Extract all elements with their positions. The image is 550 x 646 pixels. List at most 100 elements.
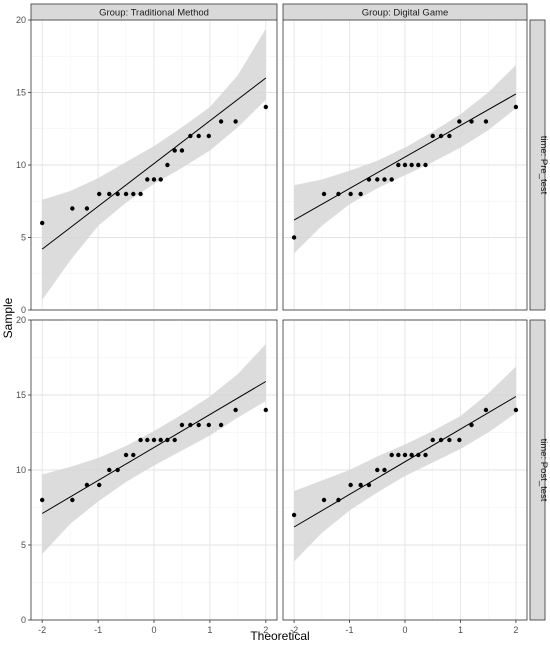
data-point [375,467,380,473]
data-point [123,191,129,197]
data-point [366,177,372,182]
data-point [39,220,45,226]
y-tick-label: 0 [21,615,26,625]
row-strip [529,19,546,311]
data-point [336,191,341,197]
data-point [469,422,474,428]
data-point [158,177,163,182]
data-point [263,407,269,413]
data-point [409,452,414,458]
column-strip-label: Group: Digital Game [362,8,449,19]
data-point [123,452,129,458]
x-tick-label: 0 [402,625,407,635]
y-axis-title: Sample [1,297,15,338]
y-tick-label: 5 [21,540,26,550]
data-point [70,497,75,503]
data-point [218,119,224,124]
row-strip-label: time: Post_test [538,439,549,502]
data-point [107,191,112,197]
data-point [165,437,170,443]
panel-border [282,19,528,311]
data-point [131,191,136,197]
data-point [131,452,136,458]
data-point [469,119,474,124]
data-point [206,422,211,428]
data-point [206,133,211,139]
facet-panel: -2 -1 0 1 2 [282,319,528,635]
data-point [291,512,297,518]
data-point [151,177,157,182]
y-tick-label: 0 [21,305,26,315]
facet-panel: 0 5 10 15 20 -2 -1 0 1 2 [16,315,278,635]
data-point [483,119,489,124]
x-tick-label: 2 [513,625,518,635]
x-tick-label: 2 [263,625,268,635]
data-point [196,133,201,139]
data-point [188,133,193,139]
data-point [375,177,380,182]
data-point [396,162,401,168]
data-point [348,482,353,488]
facet-grid: Group: Traditional Method Group: Digital … [16,3,549,635]
data-point [145,437,150,443]
data-point [165,162,170,168]
data-point [263,104,269,110]
data-point [438,133,444,139]
data-point [172,437,177,443]
data-point [39,497,45,503]
data-point [97,482,102,488]
data-point [179,148,185,153]
data-point [179,422,185,428]
data-point [447,437,452,443]
data-point [115,467,120,473]
data-point [416,162,421,168]
qq-reference-line [293,93,517,221]
x-tick-label: -2 [38,625,46,635]
data-point [188,422,193,428]
y-tick-label: 10 [16,465,26,475]
data-point [107,467,112,473]
y-tick-label: 15 [16,88,26,98]
data-point [430,133,435,139]
data-point [430,437,435,443]
x-tick-label: 1 [458,625,463,635]
data-point [138,437,143,443]
data-point [423,162,428,168]
qq-reference-line [41,381,267,514]
data-point [513,104,519,110]
data-point [366,482,372,488]
data-point [348,191,353,197]
y-tick-label: 15 [16,390,26,400]
data-point [115,191,120,197]
x-tick-label: 0 [151,625,156,635]
data-point [382,177,387,182]
data-point [389,177,394,182]
data-point [138,191,143,197]
confidence-band [294,366,516,562]
facet-panel: 0 5 10 15 20 [16,15,278,315]
y-tick-label: 20 [16,315,26,325]
data-point [70,206,75,211]
y-tick-label: 20 [16,15,26,25]
x-tick-label: -2 [290,625,298,635]
facet-panel [282,19,528,311]
data-point [233,407,238,413]
y-tick-label: 5 [21,233,26,243]
data-point [233,119,238,124]
row-strip [529,319,546,621]
data-point [396,452,401,458]
data-point [321,191,327,197]
data-point [97,191,102,197]
x-tick-label: 1 [207,625,212,635]
x-tick-label: -1 [346,625,354,635]
data-point [336,497,341,503]
y-tick-label: 10 [16,160,26,170]
data-point [513,407,519,413]
x-tick-label: -1 [94,625,102,635]
confidence-band [42,28,266,300]
data-point [483,407,489,413]
data-point [416,452,421,458]
data-point [358,191,363,197]
data-point [423,452,428,458]
